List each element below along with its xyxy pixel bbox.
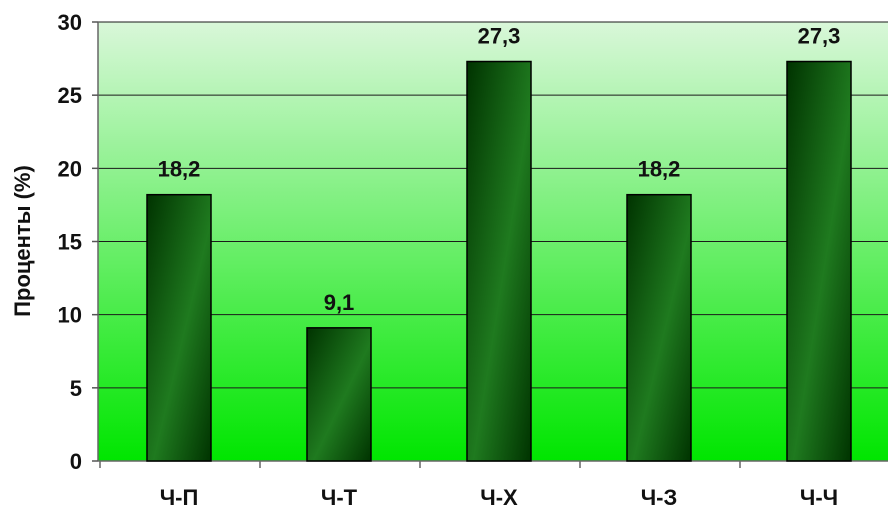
y-ticks: 0 5 10 15 20 25 30 xyxy=(58,10,98,474)
y-tick-label: 15 xyxy=(58,230,82,255)
x-tick-label: Ч-Т xyxy=(321,485,358,510)
x-tick-label: Ч-П xyxy=(160,485,199,510)
y-tick-label: 0 xyxy=(70,449,82,474)
bar xyxy=(626,193,692,462)
y-tick-label: 10 xyxy=(58,303,82,328)
bars xyxy=(146,60,852,462)
x-tick-label: Ч-Ч xyxy=(800,485,838,510)
bar xyxy=(466,60,532,462)
y-axis-label: Проценты (%) xyxy=(10,165,35,317)
y-tick-label: 25 xyxy=(58,83,82,108)
bar xyxy=(786,60,852,462)
bar xyxy=(146,193,212,462)
category-labels: Ч-П Ч-Т Ч-Х Ч-З Ч-Ч xyxy=(160,485,838,510)
data-label: 27,3 xyxy=(478,24,521,49)
data-label: 27,3 xyxy=(798,24,841,49)
data-label: 18,2 xyxy=(638,157,681,182)
y-tick-label: 20 xyxy=(58,156,82,181)
x-tick-label: Ч-З xyxy=(641,485,678,510)
bar xyxy=(306,327,372,462)
data-label: 18,2 xyxy=(158,157,201,182)
x-tick-label: Ч-Х xyxy=(480,485,518,510)
data-label: 9,1 xyxy=(324,290,355,315)
data-labels: 18,2 9,1 27,3 18,2 27,3 xyxy=(158,24,841,315)
y-tick-label: 5 xyxy=(70,376,82,401)
y-tick-label: 30 xyxy=(58,10,82,35)
